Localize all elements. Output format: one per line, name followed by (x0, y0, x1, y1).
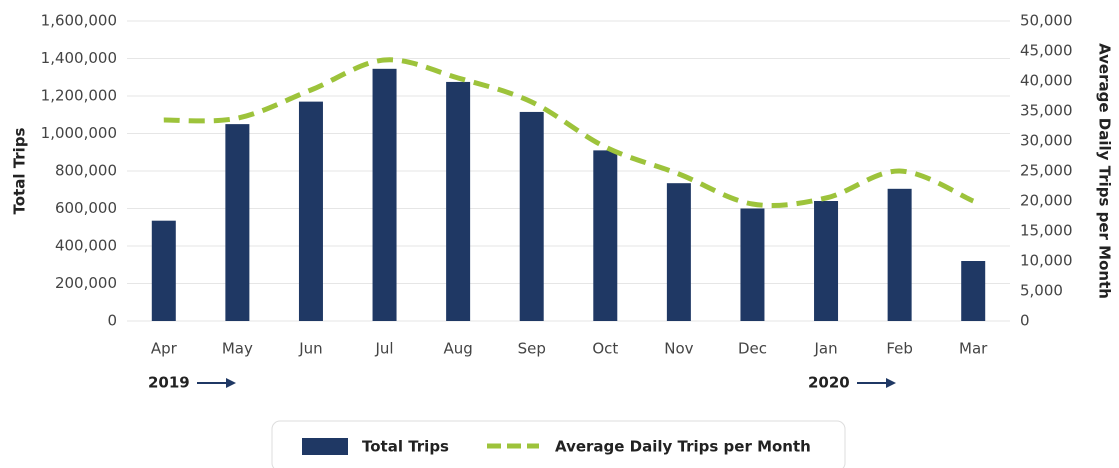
y2-axis-title: Average Daily Trips per Month (1096, 43, 1114, 299)
bar (961, 261, 986, 321)
x-tick-label: Sep (518, 340, 546, 358)
year-annotation: 2019 (148, 374, 190, 392)
x-tick-label: Jan (813, 340, 837, 358)
bar (151, 220, 176, 321)
x-tick-label: Apr (151, 340, 178, 358)
bar (372, 68, 397, 321)
legend-label: Average Daily Trips per Month (555, 438, 811, 456)
y2-tick-label: 0 (1020, 312, 1030, 330)
y-tick-label: 800,000 (55, 162, 117, 180)
y2-tick-label: 45,000 (1020, 42, 1073, 60)
bar (666, 183, 691, 321)
x-tick-label: Jun (298, 340, 322, 358)
bar (887, 188, 912, 321)
y2-tick-label: 40,000 (1020, 72, 1073, 90)
y2-tick-label: 30,000 (1020, 132, 1073, 150)
bar (593, 150, 618, 321)
x-tick-label: Oct (592, 340, 618, 358)
legend-box (271, 420, 846, 468)
y-tick-label: 1,000,000 (41, 124, 117, 142)
y-tick-label: 1,200,000 (41, 87, 117, 105)
y2-tick-label: 20,000 (1020, 192, 1073, 210)
x-tick-label: Mar (959, 340, 988, 358)
x-tick-label: Nov (664, 340, 693, 358)
y2-tick-label: 35,000 (1020, 102, 1073, 120)
y2-tick-label: 50,000 (1020, 12, 1073, 30)
arrow (197, 378, 236, 388)
y2-tick-label: 10,000 (1020, 252, 1073, 270)
y-axis-title: Total Trips (11, 127, 29, 214)
y-tick-label: 200,000 (55, 274, 117, 292)
x-tick-label: Feb (886, 340, 913, 358)
bar (740, 208, 765, 321)
bar (814, 201, 839, 321)
bar (446, 81, 471, 321)
y-tick-label: 1,600,000 (41, 12, 117, 30)
x-tick-label: May (222, 340, 253, 358)
y-tick-label: 600,000 (55, 199, 117, 217)
arrow (857, 378, 896, 388)
bar (225, 124, 250, 321)
line (163, 57, 975, 208)
bar (298, 101, 323, 321)
y2-tick-label: 25,000 (1020, 162, 1073, 180)
y-tick-label: 400,000 (55, 237, 117, 255)
legend-swatch (302, 438, 348, 455)
y-tick-label: 0 (107, 312, 117, 330)
x-tick-label: Aug (443, 340, 472, 358)
bar (519, 111, 544, 321)
y2-tick-label: 5,000 (1020, 282, 1063, 300)
legend-label: Total Trips (362, 438, 449, 456)
x-tick-label: Jul (374, 340, 393, 358)
y2-tick-label: 15,000 (1020, 222, 1073, 240)
x-tick-label: Dec (738, 340, 767, 358)
year-annotation: 2020 (808, 374, 850, 392)
y-tick-label: 1,400,000 (41, 49, 117, 67)
